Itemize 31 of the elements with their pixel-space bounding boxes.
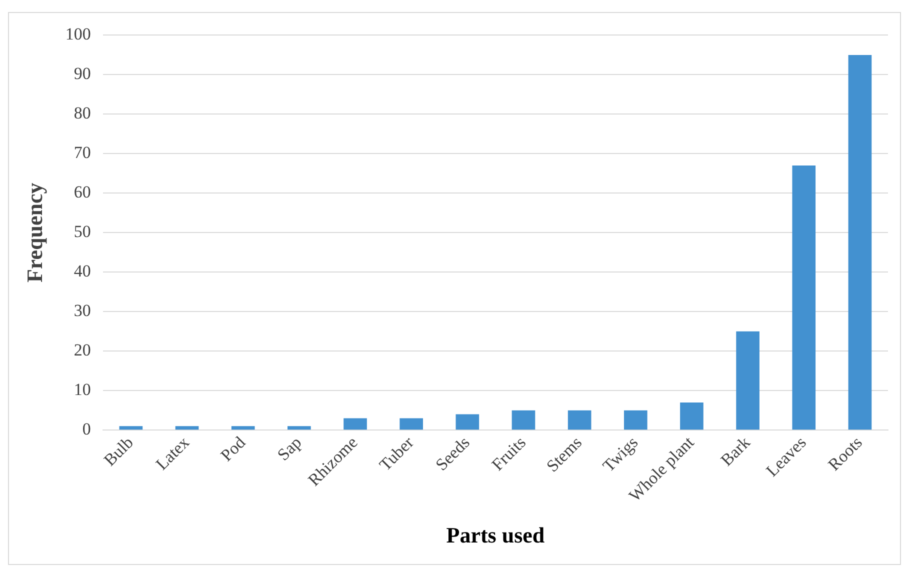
y-tick-label: 80 <box>74 104 91 123</box>
bar <box>344 418 367 430</box>
y-tick-label: 100 <box>65 24 91 44</box>
y-tick-label: 50 <box>74 222 91 242</box>
y-tick-label: 10 <box>74 380 91 400</box>
bar <box>231 426 255 430</box>
bar <box>680 402 704 430</box>
y-tick-label: 30 <box>74 301 91 320</box>
x-tick-label: Pod <box>216 432 250 466</box>
bar <box>400 418 423 430</box>
bar <box>848 54 872 430</box>
y-tick-label: 40 <box>74 262 91 281</box>
y-tick-label: 0 <box>82 420 91 439</box>
bar <box>175 426 199 430</box>
y-axis-title: Frequency <box>22 182 47 283</box>
bar <box>456 414 480 430</box>
bar <box>792 166 816 430</box>
y-tick-label: 20 <box>74 340 91 360</box>
x-tick-label: Bulb <box>100 432 137 470</box>
y-tick-label: 70 <box>74 143 91 162</box>
bar <box>288 426 311 430</box>
x-tick-label: Sap <box>274 432 306 464</box>
bar <box>624 410 648 430</box>
y-tick-label: 60 <box>74 182 91 202</box>
bar <box>736 331 760 430</box>
bar <box>119 426 143 430</box>
x-tick-label: Bark <box>716 432 754 470</box>
y-tick-label: 90 <box>74 64 91 84</box>
bar <box>512 410 536 430</box>
x-axis-title: Parts used <box>446 522 545 548</box>
bar <box>568 410 592 430</box>
